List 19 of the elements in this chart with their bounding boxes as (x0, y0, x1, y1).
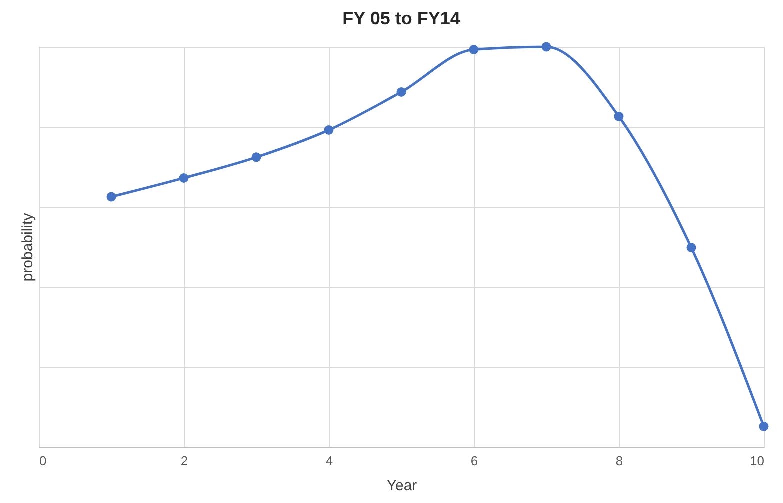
x-tick-label: 2 (180, 454, 188, 468)
x-axis-title: Year (386, 478, 418, 494)
point (396, 87, 406, 97)
x-tick-label: 8 (616, 454, 624, 468)
x-tick-label: 10 (750, 454, 764, 468)
point (759, 422, 769, 432)
point (469, 45, 479, 55)
x-tick-label: 6 (470, 454, 478, 468)
y-axis-title: probability (20, 212, 36, 282)
x-tick-label: 4 (326, 454, 334, 468)
point (614, 112, 624, 122)
point (686, 243, 696, 253)
point (252, 152, 262, 162)
point (106, 192, 116, 202)
point (324, 125, 334, 135)
point (179, 173, 189, 183)
x-tick-label: 0 (40, 454, 47, 468)
chart-title: FY 05 to FY14 (342, 8, 460, 28)
point (542, 42, 552, 52)
